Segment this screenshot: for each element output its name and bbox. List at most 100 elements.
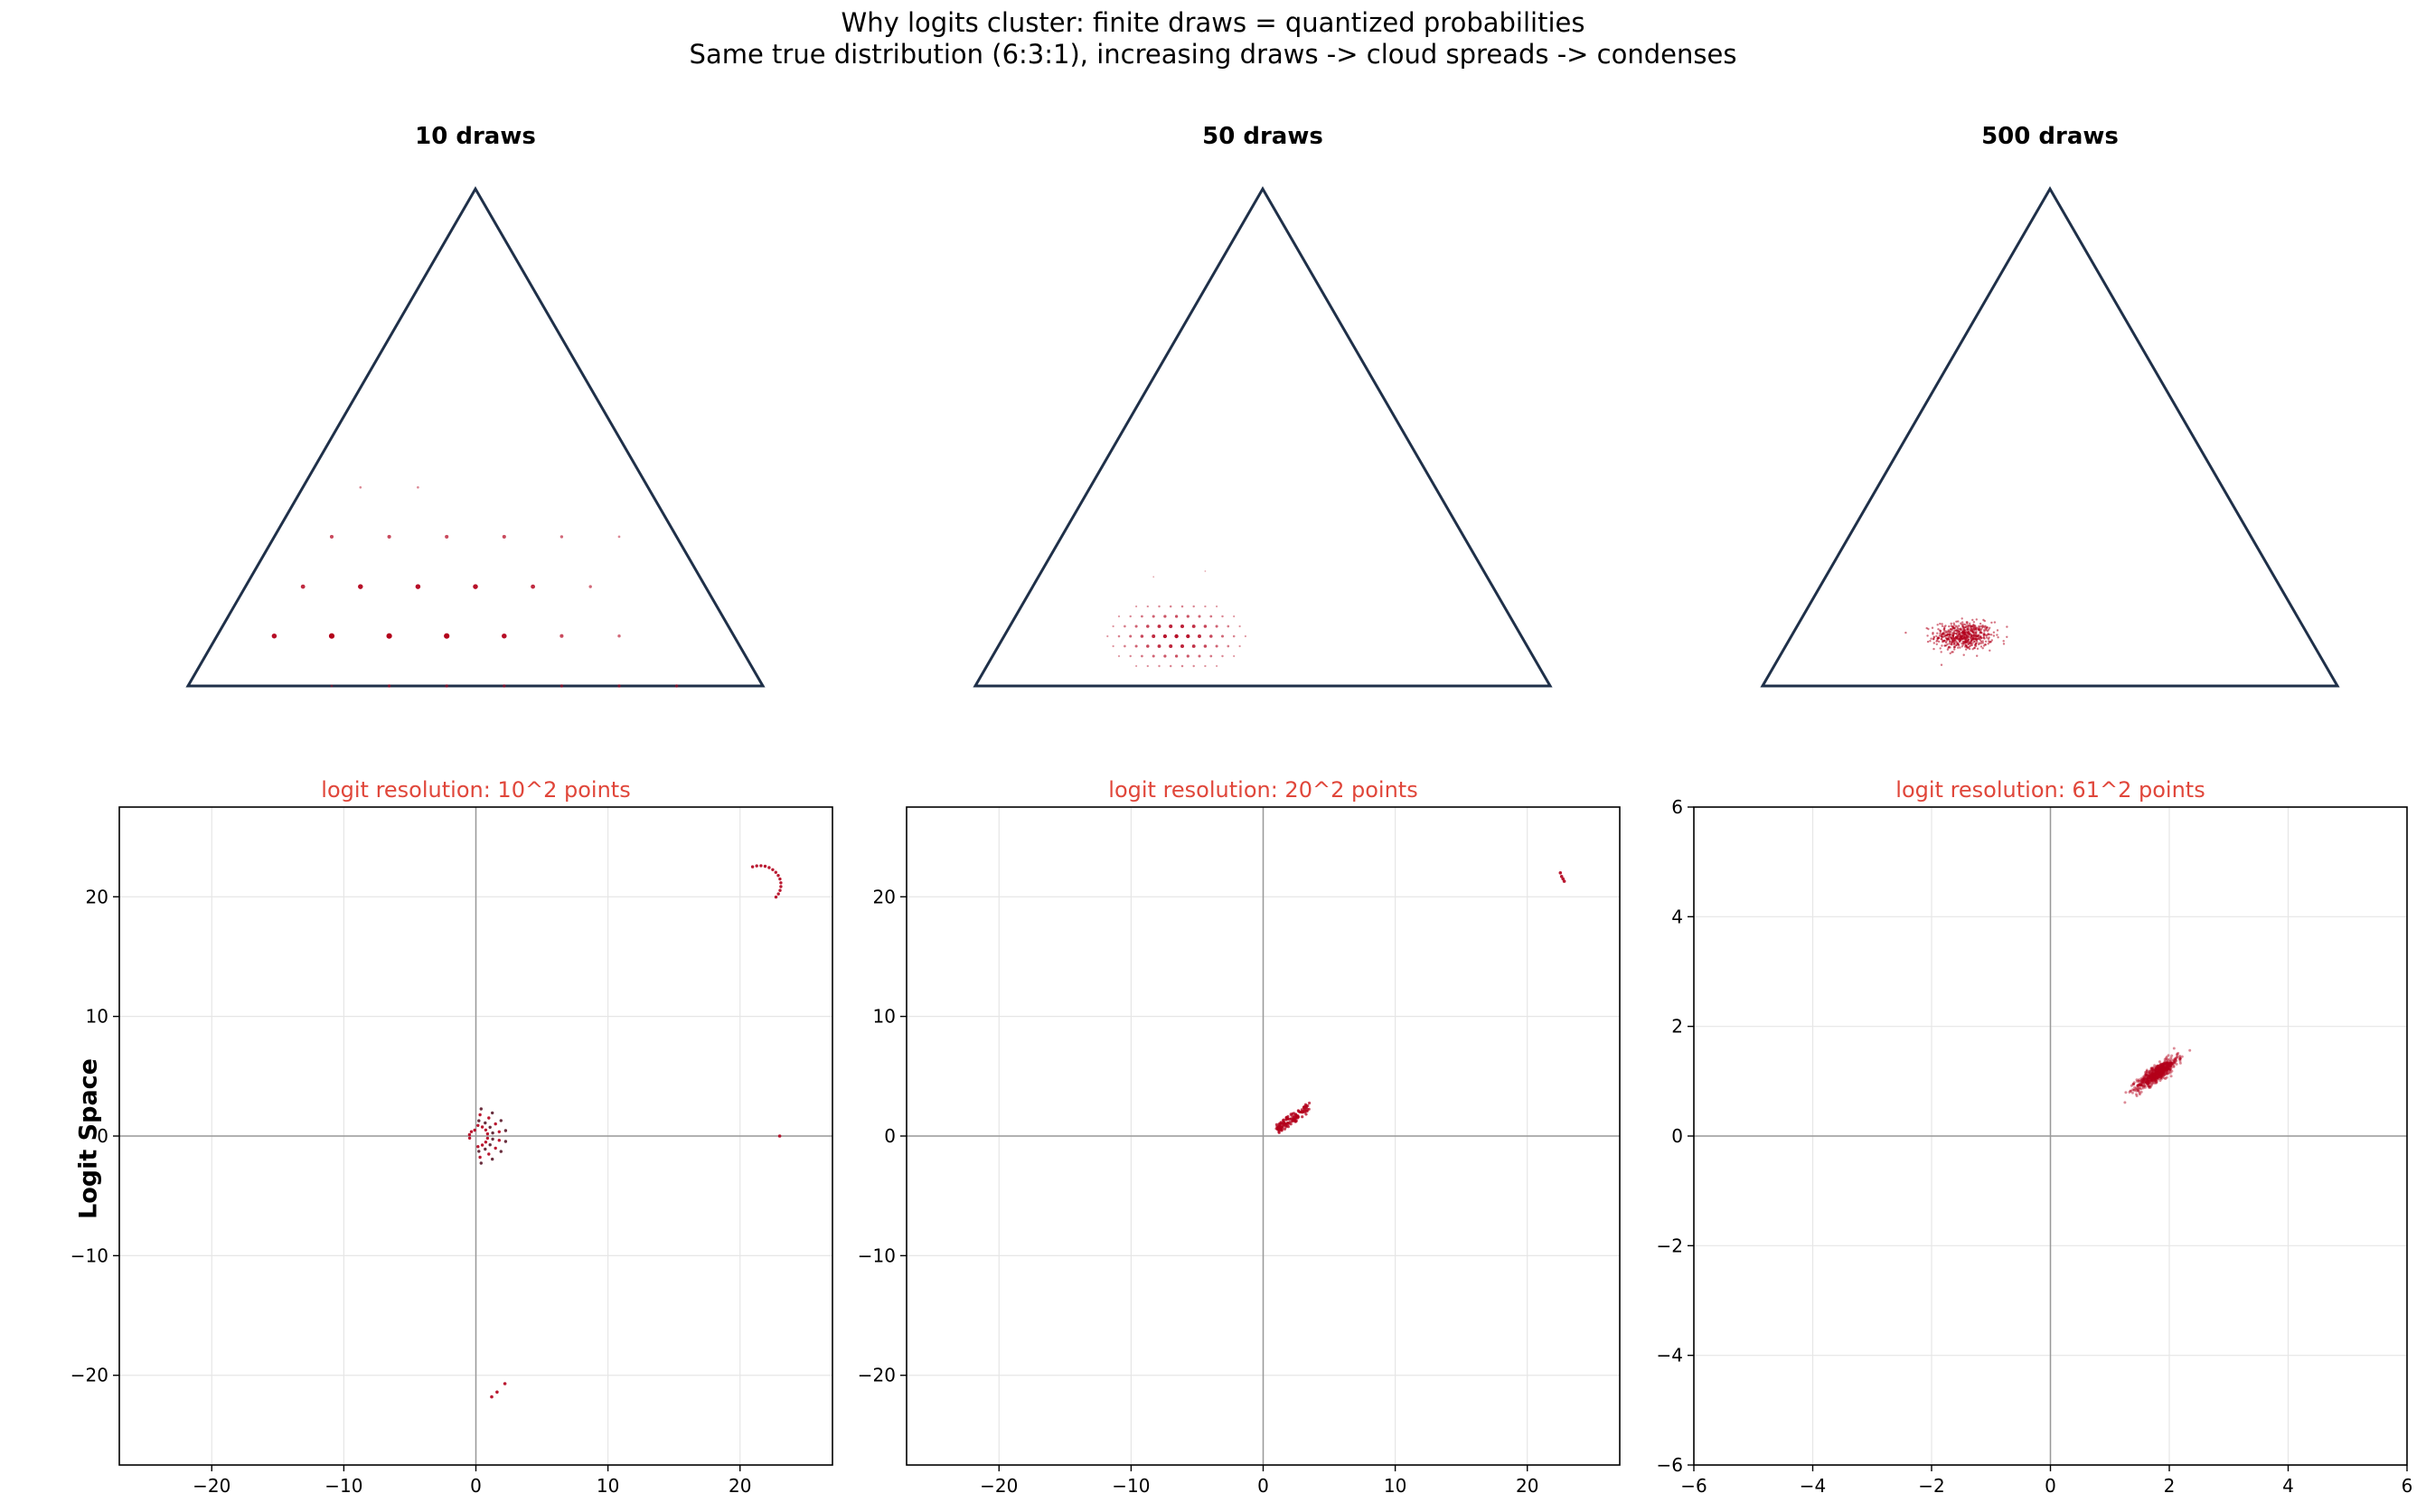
simplex-point <box>1942 627 1946 630</box>
logit-point <box>2167 1061 2171 1065</box>
simplex-point <box>1939 632 1942 635</box>
logit-point <box>2153 1076 2157 1080</box>
logit-point <box>490 1395 494 1399</box>
logit-point <box>1558 871 1563 875</box>
logit-point <box>2155 1080 2158 1084</box>
logit-point <box>2164 1071 2167 1075</box>
logit-point <box>2159 1075 2163 1078</box>
simplex-point <box>1163 615 1167 618</box>
simplex-point <box>1949 640 1951 643</box>
simplex-point <box>1244 634 1246 638</box>
logit-point <box>2148 1070 2151 1074</box>
logit-point <box>2166 1065 2169 1068</box>
logit-point <box>2154 1081 2158 1085</box>
logit-title: logit resolution: 10^2 points <box>321 777 630 803</box>
simplex-point <box>1227 625 1230 628</box>
logit-point <box>2152 1072 2156 1075</box>
logit-point <box>2155 1073 2158 1075</box>
logit-point <box>2157 1074 2160 1077</box>
logit-point <box>2133 1085 2137 1089</box>
logit-point <box>2158 1073 2161 1076</box>
logit-point <box>2152 1075 2156 1078</box>
logit-point <box>484 1128 488 1132</box>
simplex-point <box>1937 628 1940 631</box>
logit-point <box>2148 1086 2151 1089</box>
logit-point <box>2152 1077 2156 1081</box>
logit-point <box>491 1137 494 1141</box>
logit-point <box>2149 1066 2153 1070</box>
x-tick-label: −2 <box>1918 1475 1944 1497</box>
logit-point <box>2167 1066 2171 1069</box>
logit-point <box>2168 1071 2172 1075</box>
logit-point <box>2172 1058 2176 1062</box>
simplex-point <box>1952 622 1955 625</box>
simplex-point <box>1951 642 1953 644</box>
simplex-point <box>1974 626 1977 629</box>
logit-point <box>2160 1064 2164 1067</box>
simplex-point <box>1951 643 1953 646</box>
y-tick-label: 10 <box>86 1006 108 1028</box>
simplex-point <box>1956 635 1960 638</box>
logit-point <box>2152 1075 2156 1078</box>
logit-point <box>2151 1075 2155 1078</box>
logit-point <box>2154 1075 2157 1077</box>
logit-point <box>2167 1062 2170 1066</box>
simplex-point <box>1966 636 1969 640</box>
logit-point <box>2155 1070 2158 1074</box>
logit-point <box>2165 1066 2168 1069</box>
logit-point <box>2147 1075 2150 1077</box>
logit-point <box>2166 1064 2169 1067</box>
simplex-point <box>1952 636 1955 640</box>
logit-point <box>2158 1068 2162 1072</box>
logit-point <box>2161 1071 2165 1075</box>
logit-point <box>2167 1062 2171 1066</box>
simplex-point <box>1976 641 1979 643</box>
logit-point <box>2163 1063 2166 1066</box>
y-tick-label: −4 <box>1657 1345 1683 1366</box>
y-tick-label: −10 <box>858 1244 896 1266</box>
logit-point <box>2147 1076 2150 1080</box>
logit-point <box>2158 1066 2162 1069</box>
y-tick-label: −20 <box>71 1365 108 1386</box>
logit-point <box>2156 1075 2159 1078</box>
logit-point <box>2163 1066 2166 1069</box>
logit-point <box>2170 1061 2174 1065</box>
logit-point <box>2166 1063 2169 1066</box>
logit-point <box>2159 1076 2163 1079</box>
logit-point <box>2152 1076 2156 1080</box>
ticks: −20 −10 0 10 20 −20 −10 0 10 20 <box>71 886 752 1497</box>
logit-point <box>2161 1067 2164 1071</box>
logit-point <box>2139 1087 2143 1091</box>
logit-point <box>2161 1066 2165 1070</box>
logit-point <box>2148 1069 2151 1073</box>
logit-point <box>2150 1072 2154 1075</box>
logit-point <box>478 1155 482 1160</box>
logit-point <box>2158 1067 2162 1071</box>
logit-point <box>2160 1064 2164 1067</box>
logit-point <box>2149 1069 2152 1073</box>
logit-point <box>2150 1079 2154 1083</box>
simplex-point <box>2006 625 2008 628</box>
logit-point <box>2165 1073 2168 1075</box>
logit-point <box>2143 1074 2147 1077</box>
logit-point <box>2135 1078 2139 1082</box>
logit-point <box>2140 1078 2144 1082</box>
logit-point <box>487 1116 491 1120</box>
logit-point <box>2178 1057 2182 1061</box>
logit-point <box>1308 1101 1312 1105</box>
logit-point <box>2149 1076 2151 1080</box>
simplex-point <box>617 535 621 539</box>
logit-point <box>2156 1072 2159 1075</box>
y-tick-label: 4 <box>1671 906 1683 927</box>
logit-point <box>2147 1076 2150 1080</box>
simplex-point <box>1939 629 1942 633</box>
logit-point <box>2154 1073 2158 1076</box>
logit-point <box>2143 1076 2147 1079</box>
logit-point <box>2169 1067 2173 1071</box>
logit-point <box>2144 1073 2148 1076</box>
logit-point <box>2147 1085 2150 1088</box>
logit-point <box>1307 1107 1311 1111</box>
logit-point <box>2156 1071 2159 1075</box>
simplex-point <box>1974 634 1978 637</box>
logit-point <box>2158 1071 2161 1075</box>
